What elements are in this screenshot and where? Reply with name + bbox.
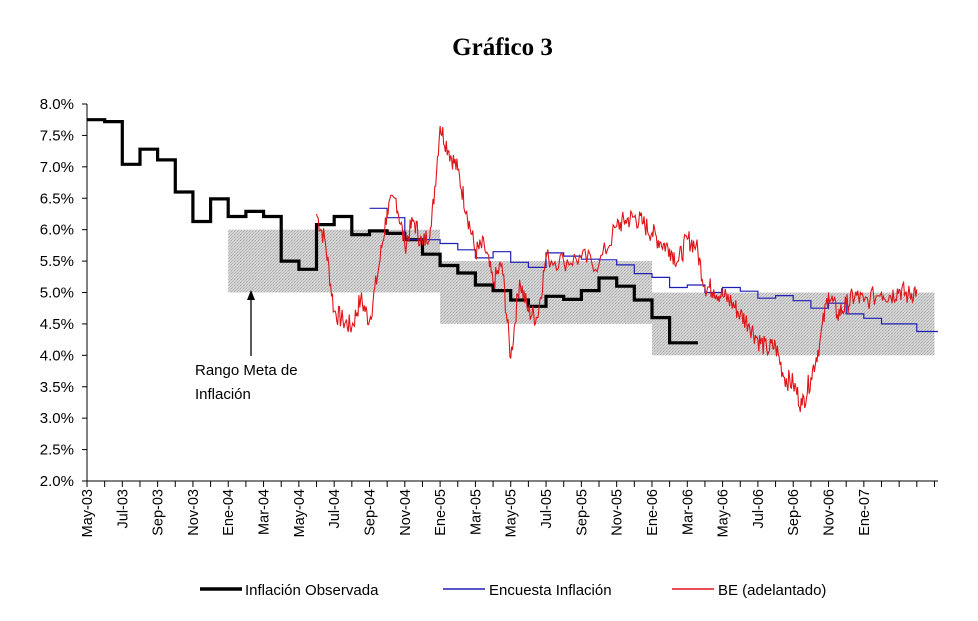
target-range-band-2: [440, 261, 652, 324]
y-tick-label: 6.5%: [40, 190, 74, 207]
x-tick-label: May-03: [80, 489, 96, 537]
y-tick-label: 4.0%: [40, 347, 74, 364]
x-tick-label: Ene-07: [857, 489, 873, 536]
y-tick-label: 3.5%: [40, 379, 74, 396]
legend: Inflación Observada Encuesta Inflación BE …: [200, 582, 826, 599]
y-tick-label: 7.5%: [40, 127, 74, 144]
legend-label: Inflación Observada: [245, 582, 379, 599]
y-tick-label: 2.0%: [40, 473, 74, 490]
axes: 8.0% 7.5% 7.0% 6.5% 6.0% 5.5% 5.0% 4.5% 4.0% 3.5%…: [40, 96, 938, 537]
y-tick-label: 4.5%: [40, 316, 74, 333]
annotation: Rango Meta de Inflación: [195, 290, 298, 403]
x-tick-label: Jul-05: [539, 489, 555, 529]
x-tick-label: Nov-05: [610, 489, 626, 536]
x-tick-label: Jul-04: [327, 489, 343, 529]
series-lines: [87, 118, 938, 413]
series-line-2: [369, 207, 938, 333]
x-tick-label: May-04: [292, 489, 308, 537]
y-tick-label: 5.0%: [40, 285, 74, 302]
x-tick-label: May-06: [716, 489, 732, 537]
x-tick-label: Ene-05: [433, 489, 449, 536]
y-tick-label: 2.5%: [40, 442, 74, 459]
x-tick-label: Jul-06: [751, 489, 767, 529]
y-tick-label: 5.5%: [40, 253, 74, 270]
x-tick-label: May-05: [504, 489, 520, 537]
x-tick-label: Nov-06: [822, 489, 838, 536]
x-tick-label: Nov-03: [186, 489, 202, 536]
annotation-arrowhead: [247, 290, 255, 300]
y-tick-label: 8.0%: [40, 96, 74, 113]
series-line-3: [315, 125, 918, 413]
y-tick-label: 6.0%: [40, 222, 74, 239]
y-tick-label: 3.0%: [40, 410, 74, 427]
x-tick-label: Sep-06: [786, 489, 802, 536]
x-tick-label: Mar-04: [257, 489, 273, 535]
x-tick-label: Mar-05: [468, 489, 484, 535]
x-tick-label: Sep-03: [151, 489, 167, 536]
x-tick-label: Nov-04: [398, 489, 414, 536]
x-tick-label: Ene-06: [645, 489, 661, 536]
chart-title: Gráfico 3: [452, 34, 553, 61]
x-tick-label: Sep-05: [574, 489, 590, 536]
legend-label: Encuesta Inflación: [489, 582, 612, 599]
series-line-1: [87, 118, 698, 345]
legend-label: BE (adelantado): [718, 582, 826, 599]
x-tick-label: Jul-03: [115, 489, 131, 529]
x-tick-label: Ene-04: [221, 489, 237, 536]
y-tick-label: 7.0%: [40, 159, 74, 176]
annotation-label: Inflación: [195, 386, 251, 403]
annotation-label: Rango Meta de: [195, 362, 298, 379]
x-tick-label: Sep-04: [362, 489, 378, 536]
x-tick-label: Mar-06: [680, 489, 696, 535]
